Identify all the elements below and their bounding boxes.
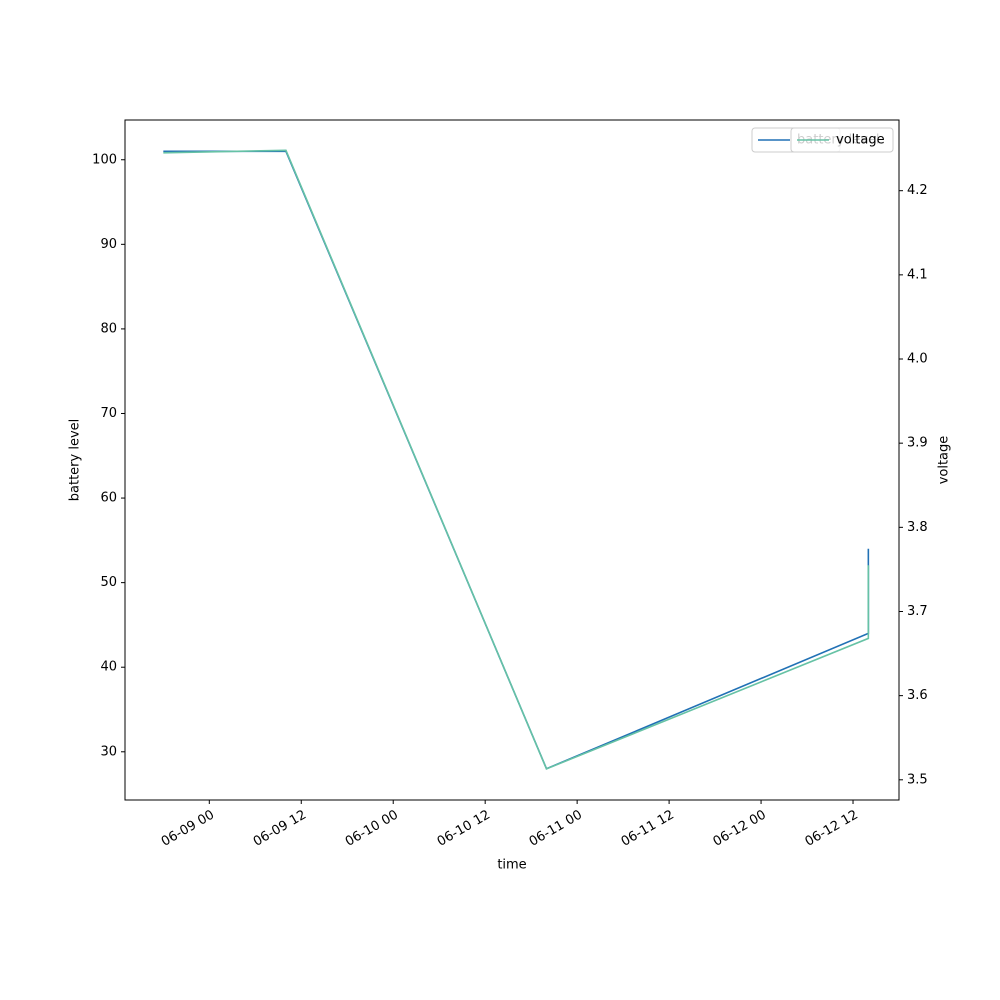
y-tick-label: 60 (100, 491, 117, 506)
y2-tick-label: 4.1 (907, 267, 928, 282)
plot-frame (124, 119, 900, 801)
y-tick-label: 90 (100, 237, 117, 252)
x-tick-label: 06-10 00 (343, 808, 401, 850)
y2-axis-label: voltage (937, 436, 952, 485)
y-tick-label: 100 (92, 152, 117, 167)
legend-box (790, 127, 894, 153)
y2-tick-label: 4.2 (907, 183, 928, 198)
legend-label: voltage (836, 133, 885, 148)
y2-tick-label: 3.9 (907, 436, 928, 451)
x-tick-label: 06-10 12 (435, 808, 493, 850)
y2-tick-label: 3.7 (907, 604, 928, 619)
data-line (163, 149, 870, 770)
y-tick-label: 40 (100, 660, 117, 675)
x-tick-label: 06-12 12 (803, 808, 861, 850)
y-tick-label: 80 (100, 321, 117, 336)
y2-tick-label: 3.6 (907, 688, 928, 703)
y2-tick-label: 3.8 (907, 520, 928, 535)
y-tick-label: 50 (100, 575, 117, 590)
x-tick-label: 06-11 12 (619, 808, 677, 850)
x-tick-label: 06-09 00 (159, 808, 217, 850)
x-tick-label: 06-11 00 (527, 808, 585, 850)
x-tick-label: 06-12 00 (711, 808, 769, 850)
y-tick-label: 30 (100, 744, 117, 759)
y2-tick-label: 3.5 (907, 772, 928, 787)
x-axis-label: time (497, 858, 526, 873)
y2-tick-label: 4.0 (907, 352, 928, 367)
y-axis-label: battery level (68, 419, 83, 502)
data-line (163, 150, 870, 770)
x-tick-label: 06-09 12 (251, 808, 309, 850)
y-tick-label: 70 (100, 406, 117, 421)
